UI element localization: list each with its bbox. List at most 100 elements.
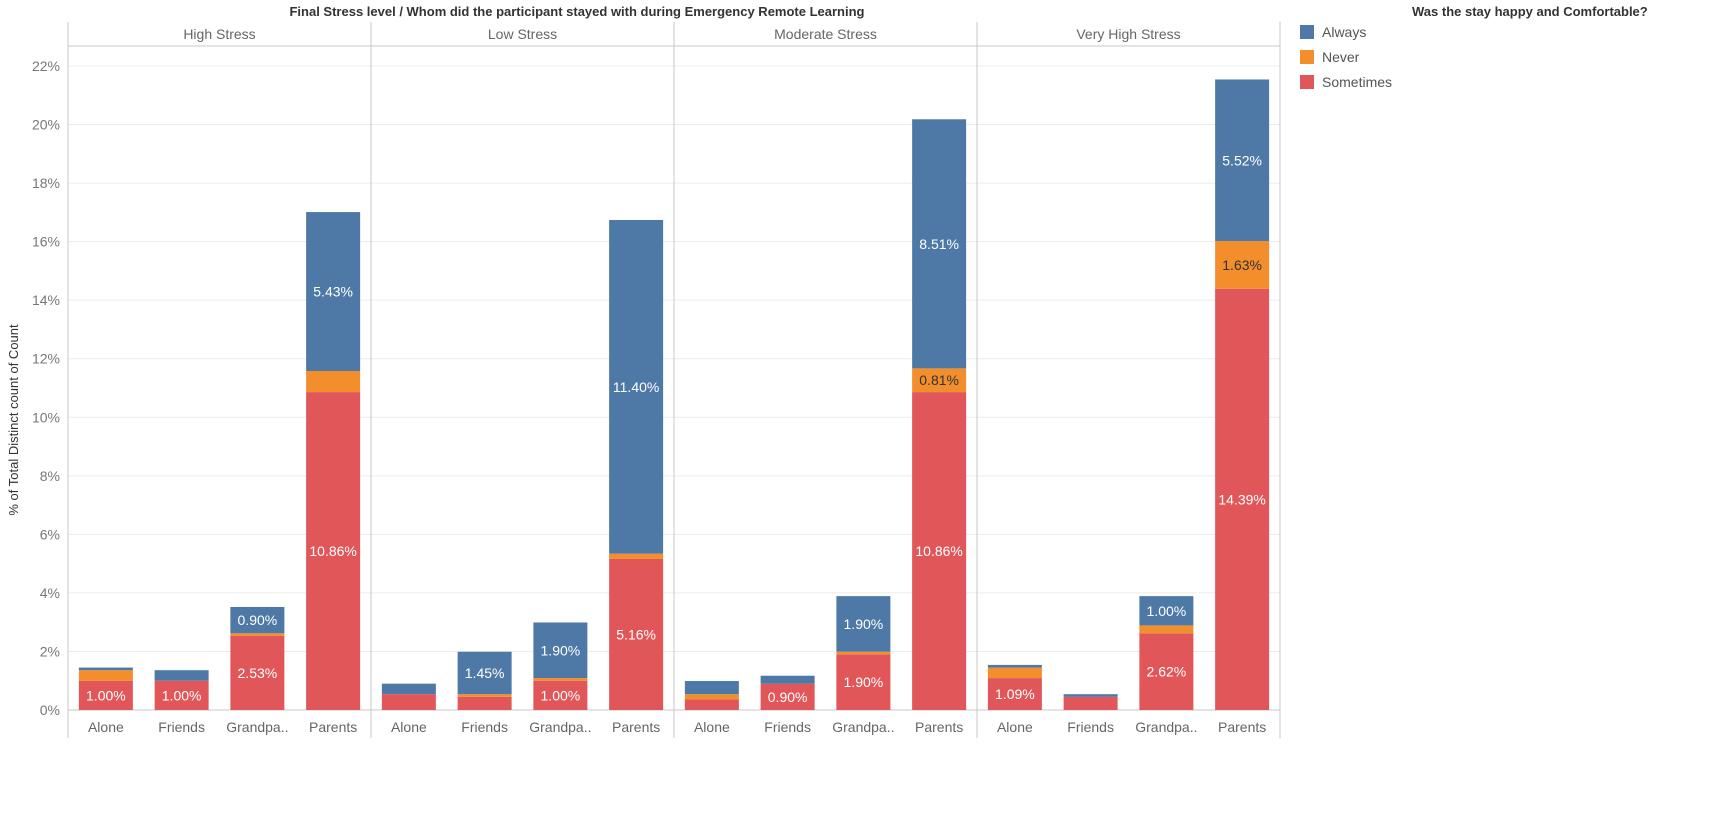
bar-segment-always	[230, 606, 285, 634]
y-tick-label: 14%	[32, 292, 60, 308]
bar-segment-never	[457, 694, 512, 697]
bar-segment-never	[609, 553, 664, 559]
bar-value-label: 1.63%	[1222, 257, 1262, 273]
x-category-label: Alone	[694, 719, 730, 735]
y-tick-label: 2%	[40, 643, 60, 659]
y-tick-label: 16%	[32, 234, 60, 250]
bar-value-label: 1.90%	[844, 616, 884, 632]
bar-segment-always	[381, 683, 436, 695]
bar-segment-always	[78, 667, 133, 671]
x-category-label: Alone	[997, 719, 1033, 735]
bar-value-label: 1.90%	[541, 642, 581, 658]
bar-segment-always	[1215, 79, 1270, 242]
bar-segment-never	[1139, 625, 1194, 634]
bar-value-label: 0.81%	[919, 372, 959, 388]
bar-value-label: 5.43%	[313, 284, 353, 300]
bar-value-label: 10.86%	[309, 543, 356, 559]
bar-segment-always	[154, 670, 209, 681]
bar-segment-always	[457, 651, 512, 695]
bar-segment-sometimes	[533, 680, 588, 710]
bar-segment-never	[78, 670, 133, 681]
bar-segment-never	[684, 694, 739, 700]
legend-label: Sometimes	[1322, 74, 1392, 90]
x-category-label: Parents	[1218, 719, 1266, 735]
facet-panel: Very High Stress 1.09% Alone Friends 2.62% 1.…	[976, 22, 1270, 738]
bar-segment-sometimes	[1215, 288, 1270, 710]
x-category-label: Alone	[88, 719, 124, 735]
bar-segment-always	[609, 219, 664, 554]
facet-panel: High Stress 1.00% Alone 1.00% Friends 2.53% 0.…	[78, 26, 361, 735]
bar-value-label: 1.00%	[162, 687, 202, 703]
bar-segment-sometimes	[78, 680, 133, 710]
facet-panel: Moderate Stress Alone 0.90% Friends 1.90% 1.9…	[673, 22, 967, 738]
bar-segment-always	[306, 212, 361, 372]
bar-segment-sometimes	[836, 654, 891, 710]
facet-panel: Low Stress Alone 1.45% Friends 1.00% 1.90% Gra…	[370, 22, 664, 738]
y-axis: 0% 2% 4% 6% 8% 10% 12% 14% 16% 18% 20% 22%	[32, 58, 60, 718]
legend-title: Was the stay happy and Comfortable?	[1412, 4, 1648, 19]
bar-value-label: 1.00%	[86, 687, 126, 703]
legend-swatch-sometimes	[1300, 75, 1314, 89]
bar-segment-always	[836, 596, 891, 652]
legend-label: Always	[1322, 24, 1366, 40]
bar-segment-sometimes	[1139, 633, 1194, 710]
bar-value-label: 0.90%	[768, 689, 808, 705]
y-axis-label: % of Total Distinct count of Count	[6, 324, 21, 516]
bar-segment-sometimes	[230, 635, 285, 710]
x-category-label: Friends	[461, 719, 508, 735]
x-category-label: Grandpa..	[529, 719, 591, 735]
y-tick-label: 0%	[40, 702, 60, 718]
bar-segment-always	[1063, 694, 1118, 697]
y-tick-label: 20%	[32, 117, 60, 133]
y-tick-label: 22%	[32, 58, 60, 74]
bar-value-label: 1.90%	[844, 674, 884, 690]
bar-segment-never	[987, 667, 1042, 679]
bar-value-label: 1.00%	[1147, 603, 1187, 619]
bar-value-label: 1.00%	[541, 687, 581, 703]
bar-segment-always	[760, 675, 815, 684]
y-tick-label: 18%	[32, 175, 60, 191]
bar-segment-sometimes	[381, 694, 436, 710]
bar-value-label: 0.90%	[238, 612, 278, 628]
bar-segment-sometimes	[912, 392, 967, 710]
bar-value-label: 1.45%	[465, 665, 505, 681]
y-tick-label: 8%	[40, 468, 60, 484]
bar-segment-never	[230, 633, 285, 636]
legend-swatch-never	[1300, 50, 1314, 64]
bar-segment-sometimes	[987, 678, 1042, 710]
x-category-label: Grandpa..	[1135, 719, 1197, 735]
x-category-label: Grandpa..	[832, 719, 894, 735]
bar-value-label: 1.09%	[995, 686, 1035, 702]
chart-title: Final Stress level / Whom did the partic…	[289, 4, 864, 19]
bar-segment-always	[533, 622, 588, 679]
bar-value-label: 10.86%	[915, 543, 962, 559]
bar-segment-sometimes	[457, 696, 512, 710]
bar-segment-sometimes	[154, 680, 209, 710]
x-category-label: Parents	[612, 719, 660, 735]
facet-panels: High Stress 1.00% Alone 1.00% Friends 2.53% 0.…	[78, 22, 1270, 738]
panel-title: Low Stress	[488, 26, 557, 42]
bar-segment-never	[533, 678, 588, 681]
x-category-label: Friends	[764, 719, 811, 735]
x-category-label: Parents	[309, 719, 357, 735]
y-tick-label: 10%	[32, 409, 60, 425]
bar-segment-always	[684, 681, 739, 695]
bar-value-label: 14.39%	[1218, 491, 1265, 507]
bar-segment-always	[1139, 596, 1194, 626]
bar-segment-sometimes	[684, 699, 739, 710]
bar-value-label: 5.52%	[1222, 152, 1262, 168]
bar-segment-sometimes	[609, 558, 664, 710]
x-category-label: Alone	[391, 719, 427, 735]
legend-swatch-always	[1300, 25, 1314, 39]
panel-title: High Stress	[183, 26, 255, 42]
bar-value-label: 11.40%	[613, 379, 659, 395]
bar-segment-sometimes	[1063, 696, 1118, 710]
bar-segment-sometimes	[306, 392, 361, 710]
bar-value-label: 5.16%	[616, 626, 656, 642]
bar-segment-always	[987, 664, 1042, 668]
y-tick-label: 6%	[40, 526, 60, 542]
legend-label: Never	[1322, 49, 1360, 65]
bar-segment-never	[306, 371, 361, 393]
y-tick-label: 12%	[32, 351, 60, 367]
